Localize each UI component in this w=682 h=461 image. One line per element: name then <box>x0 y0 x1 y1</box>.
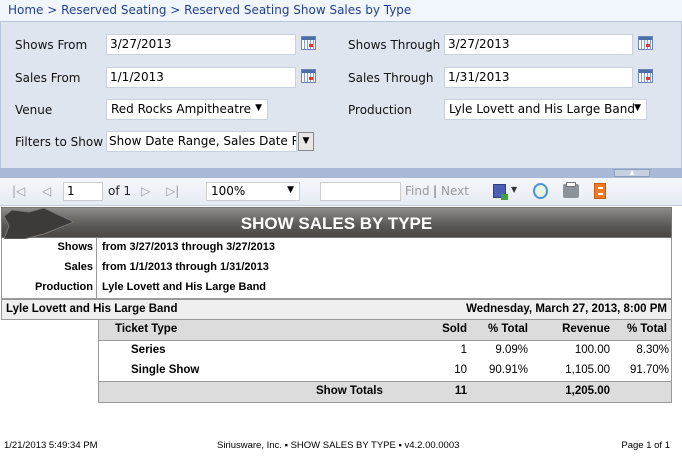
toolbar-separator: | <box>433 184 438 198</box>
find-link[interactable]: Find <box>405 184 430 198</box>
chevron-down-icon[interactable]: ▼ <box>298 132 314 151</box>
calendar-icon[interactable] <box>638 69 653 83</box>
export-dropdown-icon[interactable]: ▼ <box>511 185 518 194</box>
cell-ticket-type: Series <box>131 344 166 356</box>
column-header: Revenue <box>562 323 610 335</box>
next-link[interactable]: Next <box>441 184 469 198</box>
totals-label: Show Totals <box>316 385 383 397</box>
table-header: Ticket Type Sold % Total Revenue % Total <box>99 320 671 341</box>
cell-pct-revenue: 8.30% <box>636 344 669 356</box>
filters-to-show-label: Filters to Show <box>15 135 104 149</box>
cell-revenue: 1,105.00 <box>565 364 610 376</box>
breadcrumb-home[interactable]: Home <box>8 3 44 17</box>
param-value: from 1/1/2013 through 1/31/2013 <box>102 261 269 273</box>
venue-label: Venue <box>15 103 53 117</box>
breadcrumb-current: Reserved Seating Show Sales by Type <box>184 3 412 17</box>
param-label: Production <box>34 281 93 293</box>
column-header: % Total <box>626 323 667 335</box>
print-icon[interactable] <box>563 182 579 198</box>
page-count: of 1 <box>108 184 132 198</box>
zoom-select[interactable]: 100% ▼ <box>206 182 300 201</box>
param-row-shows: Shows from 3/27/2013 through 3/27/2013 <box>2 238 671 258</box>
footer-info: Siriusware, Inc. ▪ SHOW SALES BY TYPE ▪ … <box>217 440 460 451</box>
collapse-handle[interactable]: ▲ <box>614 169 650 177</box>
footer-page: Page 1 of 1 <box>621 440 670 451</box>
shows-through-input[interactable]: 3/27/2013 <box>444 34 633 55</box>
totals-revenue: 1,205.00 <box>565 385 610 397</box>
splitter-bar[interactable] <box>0 168 682 178</box>
sales-from-input[interactable]: 1/1/2013 <box>106 67 296 88</box>
cell-pct: 9.09% <box>495 344 528 356</box>
shows-from-input[interactable]: 3/27/2013 <box>106 34 296 55</box>
column-header: Ticket Type <box>115 323 178 335</box>
first-page-icon[interactable]: |◁ <box>12 184 26 198</box>
chevron-down-icon: ▼ <box>634 103 641 113</box>
page-number-input[interactable]: 1 <box>63 182 103 201</box>
column-header: Sold <box>442 323 467 335</box>
shows-through-label: Shows Through <box>348 38 441 52</box>
venue-select[interactable]: Red Rocks Ampitheatre ▼ <box>106 99 268 120</box>
footer-timestamp: 1/21/2013 5:49:34 PM <box>4 440 98 451</box>
param-label: Shows <box>57 241 93 253</box>
column-header: % Total <box>487 323 528 335</box>
table-row: Single Show 10 90.91% 1,105.00 91.70% <box>99 361 671 381</box>
filter-panel: Shows From 3/27/2013 Shows Through 3/27/… <box>0 22 682 170</box>
prev-page-icon[interactable]: ◁ <box>42 184 52 198</box>
sales-through-label: Sales Through <box>348 71 434 85</box>
cell-pct: 90.91% <box>488 364 528 376</box>
last-page-icon[interactable]: ▷| <box>166 184 180 198</box>
breadcrumb-separator: > <box>47 3 58 17</box>
cell-sold: 1 <box>460 344 467 356</box>
param-value: from 3/27/2013 through 3/27/2013 <box>102 241 276 253</box>
calendar-icon[interactable] <box>301 69 316 83</box>
breadcrumb-reserved-seating[interactable]: Reserved Seating <box>61 3 167 17</box>
cell-ticket-type: Single Show <box>131 364 200 376</box>
param-row-production: Production Lyle Lovett and His Large Band <box>2 278 671 298</box>
cell-pct-revenue: 91.70% <box>629 364 669 376</box>
divider <box>96 238 97 298</box>
calendar-icon[interactable] <box>301 36 316 50</box>
sales-through-input[interactable]: 1/31/2013 <box>444 67 633 88</box>
document-map-icon[interactable] <box>594 183 606 199</box>
next-page-icon[interactable]: ▷ <box>141 184 151 198</box>
sales-from-label: Sales From <box>15 71 81 85</box>
report-title: SHOW SALES BY TYPE <box>240 214 433 233</box>
venue-value: Red Rocks Ampitheatre <box>111 102 252 116</box>
star-logo-icon <box>4 208 74 239</box>
show-band: Lyle Lovett and His Large Band Wednesday… <box>1 299 672 320</box>
breadcrumb-separator: > <box>170 3 181 17</box>
param-label: Sales <box>64 261 93 273</box>
show-date: Wednesday, March 27, 2013, 8:00 PM <box>466 303 667 315</box>
param-row-sales: Sales from 1/1/2013 through 1/31/2013 <box>2 258 671 278</box>
production-label: Production <box>348 103 412 117</box>
cell-sold: 10 <box>454 364 467 376</box>
chevron-down-icon: ▼ <box>255 103 262 113</box>
breadcrumb: Home > Reserved Seating > Reserved Seati… <box>0 0 682 22</box>
report-toolbar: |◁ ◁ 1 of 1 ▷ ▷| 100% ▼ Find | Next ▼ <box>0 178 682 206</box>
show-name: Lyle Lovett and His Large Band <box>6 303 178 315</box>
parameters-table: Shows from 3/27/2013 through 3/27/2013 Sa… <box>1 238 672 299</box>
filters-to-show-select[interactable]: Show Date Range, Sales Date R <box>106 131 297 152</box>
sales-table: Ticket Type Sold % Total Revenue % Total… <box>98 320 672 403</box>
find-input[interactable] <box>320 182 401 201</box>
export-icon[interactable] <box>493 184 508 200</box>
refresh-icon[interactable] <box>533 183 548 199</box>
zoom-value: 100% <box>211 184 246 198</box>
shows-from-label: Shows From <box>15 38 88 52</box>
totals-sold: 11 <box>454 385 467 397</box>
production-select[interactable]: Lyle Lovett and His Large Band ▼ <box>444 99 647 120</box>
chevron-down-icon: ▼ <box>287 185 294 195</box>
param-value: Lyle Lovett and His Large Band <box>102 281 267 293</box>
production-value: Lyle Lovett and His Large Band <box>449 102 635 116</box>
totals-row: Show Totals 11 1,205.00 <box>99 381 671 402</box>
table-row: Series 1 9.09% 100.00 8.30% <box>99 341 671 361</box>
calendar-icon[interactable] <box>638 36 653 50</box>
report-header: SHOW SALES BY TYPE <box>1 207 672 239</box>
cell-revenue: 100.00 <box>574 344 610 356</box>
